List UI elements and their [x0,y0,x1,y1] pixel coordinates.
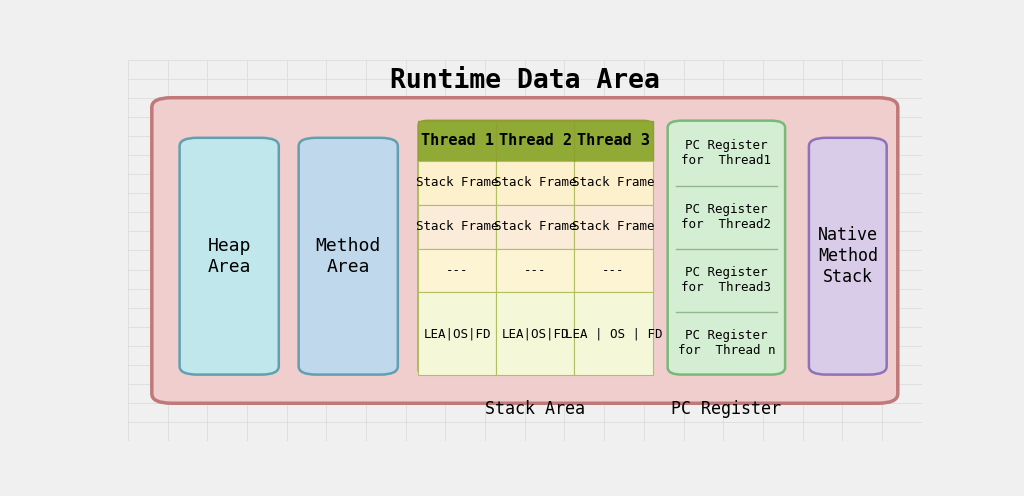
Text: PC Register: PC Register [672,400,781,418]
FancyBboxPatch shape [152,98,898,403]
Bar [497,293,574,374]
Text: Thread 3: Thread 3 [577,133,650,148]
Text: Method
Area: Method Area [315,237,381,276]
Text: Runtime Data Area: Runtime Data Area [390,67,659,94]
FancyBboxPatch shape [299,138,397,374]
FancyBboxPatch shape [179,138,279,374]
Text: Stack Frame: Stack Frame [572,176,654,189]
Text: Stack Frame: Stack Frame [494,176,577,189]
Text: Stack Frame: Stack Frame [572,220,654,233]
Bar [497,205,574,248]
Bar [419,161,497,205]
Text: PC Register
for  Thread1: PC Register for Thread1 [681,139,771,167]
Text: ---: --- [446,264,469,277]
Bar [574,205,652,248]
Text: ---: --- [602,264,625,277]
Bar [419,205,497,248]
Bar [497,248,574,293]
Text: Stack Frame: Stack Frame [416,220,499,233]
Bar [574,248,652,293]
Text: Stack Frame: Stack Frame [416,176,499,189]
Bar [419,248,497,293]
Text: LEA | OS | FD: LEA | OS | FD [564,327,663,340]
Text: PC Register
for  Thread3: PC Register for Thread3 [681,266,771,294]
Text: ---: --- [524,264,547,277]
Bar [419,293,497,374]
Bar [419,121,652,161]
Text: Stack Area: Stack Area [485,400,585,418]
Text: PC Register
for  Thread n: PC Register for Thread n [678,329,775,357]
FancyBboxPatch shape [809,138,887,374]
Text: Thread 1: Thread 1 [421,133,494,148]
Bar [497,161,574,205]
FancyBboxPatch shape [668,121,785,374]
Text: Heap
Area: Heap Area [208,237,251,276]
Text: Stack Frame: Stack Frame [494,220,577,233]
Text: Native
Method
Stack: Native Method Stack [818,226,878,286]
Bar [574,161,652,205]
FancyBboxPatch shape [419,121,652,374]
Bar [574,293,652,374]
Text: LEA|OS|FD: LEA|OS|FD [424,327,492,340]
Text: LEA|OS|FD: LEA|OS|FD [502,327,569,340]
Text: Thread 2: Thread 2 [499,133,571,148]
Text: PC Register
for  Thread2: PC Register for Thread2 [681,203,771,231]
